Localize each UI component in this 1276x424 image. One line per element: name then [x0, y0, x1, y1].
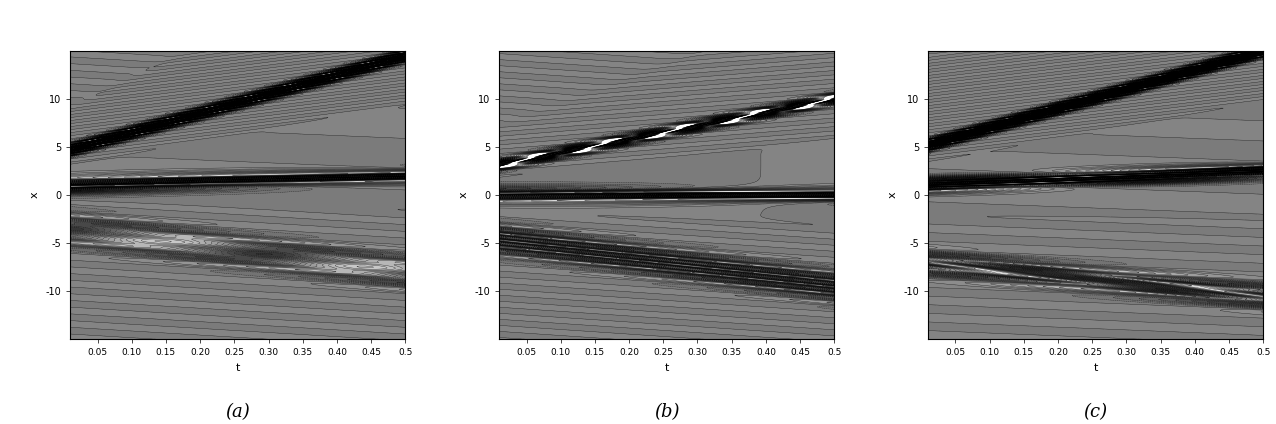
Y-axis label: x: x: [459, 192, 468, 198]
X-axis label: t: t: [665, 363, 669, 373]
Text: (c): (c): [1083, 403, 1108, 421]
Text: (b): (b): [655, 403, 679, 421]
Text: (a): (a): [226, 403, 250, 421]
Y-axis label: x: x: [888, 192, 898, 198]
X-axis label: t: t: [1094, 363, 1097, 373]
Y-axis label: x: x: [29, 192, 40, 198]
X-axis label: t: t: [236, 363, 240, 373]
